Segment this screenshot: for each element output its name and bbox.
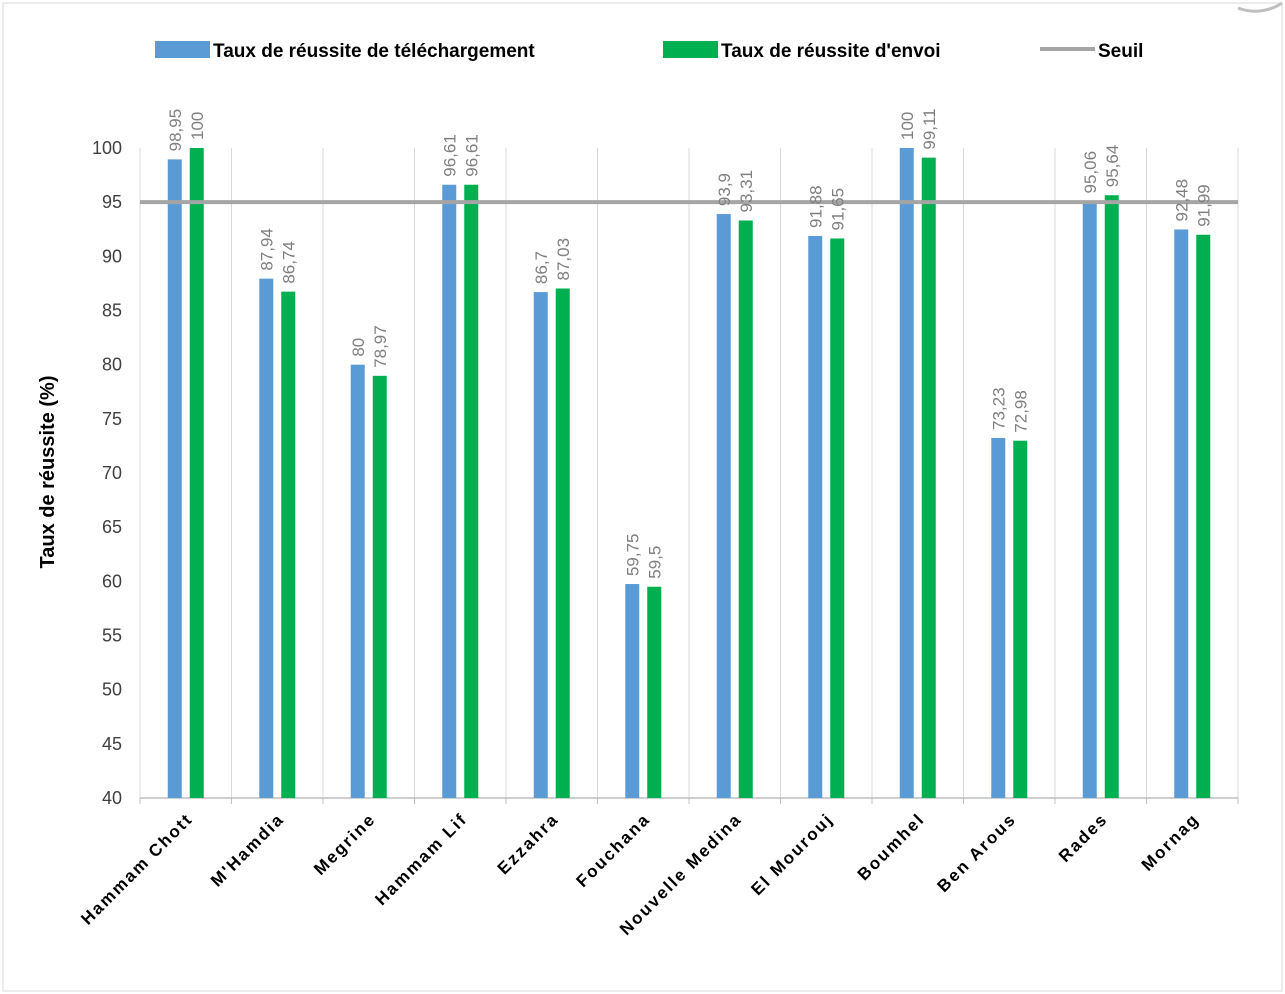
data-label: 95,06 xyxy=(1081,151,1100,194)
data-label: 92,48 xyxy=(1172,179,1191,222)
bar-download xyxy=(442,184,457,799)
y-tick-label: 45 xyxy=(102,734,122,754)
bar-download xyxy=(625,584,640,798)
data-label: 95,64 xyxy=(1103,145,1122,188)
bar-download xyxy=(991,438,1006,798)
bar-download xyxy=(533,292,548,798)
y-tick-label: 95 xyxy=(102,192,122,212)
data-label: 80 xyxy=(349,338,368,357)
bar-download xyxy=(259,278,274,798)
bar-download xyxy=(167,159,182,798)
data-label: 59,75 xyxy=(623,533,642,576)
data-label: 100 xyxy=(898,112,917,140)
data-label: 59,5 xyxy=(645,546,664,579)
bar-download xyxy=(1174,229,1189,798)
data-label: 93,9 xyxy=(715,173,734,206)
data-label: 78,97 xyxy=(371,325,390,368)
y-axis-ticks: 40 45 50 55 60 65 70 75 80 85 90 95 100 xyxy=(92,138,122,808)
bar-download xyxy=(808,235,823,798)
y-tick-label: 65 xyxy=(102,517,122,537)
y-tick-label: 85 xyxy=(102,301,122,321)
y-tick-label: 90 xyxy=(102,246,122,266)
legend-label-download: Taux de réussite de téléchargement xyxy=(213,41,535,62)
bar-send xyxy=(647,586,662,798)
bar-send xyxy=(830,238,845,799)
legend: Taux de réussite de téléchargement Taux … xyxy=(155,41,1143,62)
corner-decoration xyxy=(1237,1,1283,13)
legend-label-threshold: Seuil xyxy=(1098,41,1143,62)
bar-send xyxy=(738,220,753,799)
data-label: 91,88 xyxy=(806,185,825,228)
bar-send xyxy=(189,148,204,798)
legend-item-download: Taux de réussite de téléchargement xyxy=(155,41,535,62)
data-labels-layer: 98,95 87,94 80 96,61 86,7 59,75 93,9 91,88 100 73… xyxy=(166,108,1214,578)
y-tick-label: 100 xyxy=(92,138,122,158)
data-label: 72,98 xyxy=(1011,390,1030,433)
grid-layer xyxy=(139,148,1239,804)
data-label: 73,23 xyxy=(989,387,1008,430)
y-tick-label: 40 xyxy=(102,788,122,808)
y-tick-label: 60 xyxy=(102,571,122,591)
y-tick-label: 70 xyxy=(102,463,122,483)
bar-send xyxy=(1196,234,1211,798)
bar-download xyxy=(1082,201,1097,798)
y-tick-label: 80 xyxy=(102,355,122,375)
data-label: 87,94 xyxy=(257,228,276,271)
y-axis-title: Taux de réussite (%) xyxy=(37,375,59,568)
data-label: 100 xyxy=(188,112,207,140)
data-label: 98,95 xyxy=(166,109,185,152)
bar-download xyxy=(350,364,365,798)
bar-send xyxy=(1013,440,1028,798)
data-label: 86,74 xyxy=(279,241,298,284)
legend-swatch-send xyxy=(663,41,718,58)
bar-send xyxy=(1104,195,1119,798)
bar-download xyxy=(899,148,914,798)
data-label: 96,61 xyxy=(440,134,459,177)
bar-send xyxy=(921,157,936,798)
bar-download xyxy=(716,214,731,799)
data-label: 87,03 xyxy=(554,238,573,281)
data-label: 91,65 xyxy=(828,188,847,231)
y-tick-label: 75 xyxy=(102,409,122,429)
bar-send xyxy=(372,375,387,798)
data-label: 96,61 xyxy=(462,134,481,177)
data-label: 86,7 xyxy=(532,251,551,284)
bar-send xyxy=(555,288,570,798)
legend-item-send: Taux de réussite d'envoi xyxy=(663,41,941,62)
bars-layer xyxy=(167,148,1211,799)
legend-swatch-download xyxy=(155,41,210,58)
bar-send xyxy=(281,291,296,798)
data-label: 91,99 xyxy=(1194,184,1213,227)
y-tick-label: 50 xyxy=(102,680,122,700)
y-tick-label: 55 xyxy=(102,626,122,646)
data-label: 93,31 xyxy=(737,170,756,213)
legend-item-threshold: Seuil xyxy=(1040,41,1143,62)
data-label: 99,11 xyxy=(920,108,939,149)
legend-label-send: Taux de réussite d'envoi xyxy=(721,41,941,62)
bar-send xyxy=(464,184,479,799)
